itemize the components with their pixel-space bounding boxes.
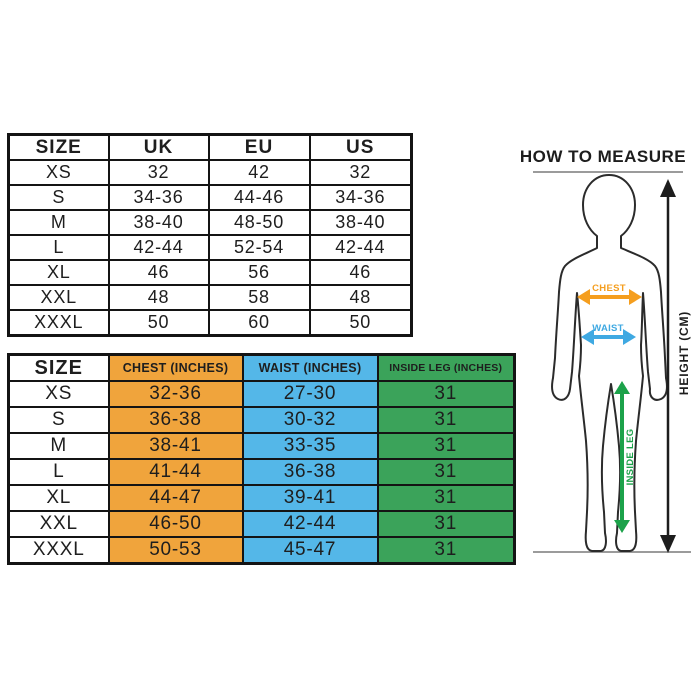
size-cell: S bbox=[7, 406, 110, 434]
size-cell: XL bbox=[7, 259, 110, 286]
waist-cell: 27-30 bbox=[241, 380, 379, 408]
inside-leg-cell: 31 bbox=[376, 536, 516, 565]
uk-cell: 50 bbox=[107, 309, 210, 337]
waist-arrow-icon bbox=[581, 329, 636, 345]
table-row: XL 46 56 46 bbox=[7, 259, 413, 286]
chest-arrow-icon bbox=[577, 289, 642, 305]
chest-label: CHEST bbox=[592, 283, 626, 294]
us-cell: 34-36 bbox=[308, 184, 413, 211]
eu-cell: 60 bbox=[207, 309, 311, 337]
height-arrow-icon bbox=[660, 179, 676, 553]
table-row: M 38-41 33-35 31 bbox=[7, 432, 516, 460]
measurements-table: SIZE CHEST (INCHES) WAIST (INCHES) INSID… bbox=[7, 353, 516, 565]
eu-cell: 52-54 bbox=[207, 234, 311, 261]
table-header-row: SIZE CHEST (INCHES) WAIST (INCHES) INSID… bbox=[7, 353, 516, 382]
table-row: S 36-38 30-32 31 bbox=[7, 406, 516, 434]
table-row: XXXL 50-53 45-47 31 bbox=[7, 536, 516, 565]
waist-cell: 36-38 bbox=[241, 458, 379, 486]
column-header-eu: EU bbox=[207, 133, 311, 161]
size-cell: XL bbox=[7, 484, 110, 512]
inside-leg-arrow-icon bbox=[614, 381, 630, 533]
column-header-us: US bbox=[308, 133, 413, 161]
column-header-uk: UK bbox=[107, 133, 210, 161]
body-silhouette bbox=[551, 174, 668, 552]
inside-leg-cell: 31 bbox=[376, 458, 516, 486]
size-cell: XXXL bbox=[7, 309, 110, 337]
waist-cell: 45-47 bbox=[241, 536, 379, 565]
size-cell: M bbox=[7, 209, 110, 236]
column-header-inside-leg: INSIDE LEG (INCHES) bbox=[376, 353, 516, 382]
size-cell: XXL bbox=[7, 284, 110, 311]
inside-leg-cell: 31 bbox=[376, 406, 516, 434]
eu-cell: 56 bbox=[207, 259, 311, 286]
measure-diagram: CHEST WAIST INSIDE LEG HEIGHT (CM) bbox=[533, 174, 691, 553]
waist-label: WAIST bbox=[592, 323, 624, 334]
size-cell: XXXL bbox=[7, 536, 110, 565]
size-cell: XXL bbox=[7, 510, 110, 538]
inside-leg-cell: 31 bbox=[376, 432, 516, 460]
size-cell: L bbox=[7, 458, 110, 486]
us-cell: 46 bbox=[308, 259, 413, 286]
waist-cell: 42-44 bbox=[241, 510, 379, 538]
uk-cell: 42-44 bbox=[107, 234, 210, 261]
chest-cell: 44-47 bbox=[107, 484, 244, 512]
inside-leg-cell: 31 bbox=[376, 380, 516, 408]
column-header-chest: CHEST (INCHES) bbox=[107, 353, 244, 382]
column-header-size: SIZE bbox=[7, 353, 110, 382]
title-underline bbox=[533, 171, 683, 173]
table-row: XXXL 50 60 50 bbox=[7, 309, 413, 337]
table-header-row: SIZE UK EU US bbox=[7, 133, 413, 161]
waist-cell: 33-35 bbox=[241, 432, 379, 460]
chest-cell: 32-36 bbox=[107, 380, 244, 408]
eu-cell: 48-50 bbox=[207, 209, 311, 236]
table-row: XS 32 42 32 bbox=[7, 159, 413, 186]
size-cell: S bbox=[7, 184, 110, 211]
how-to-measure-title: HOW TO MEASURE bbox=[519, 147, 687, 166]
uk-cell: 46 bbox=[107, 259, 210, 286]
chest-cell: 41-44 bbox=[107, 458, 244, 486]
chest-cell: 38-41 bbox=[107, 432, 244, 460]
us-cell: 38-40 bbox=[308, 209, 413, 236]
column-header-waist: WAIST (INCHES) bbox=[241, 353, 379, 382]
waist-cell: 39-41 bbox=[241, 484, 379, 512]
table-row: XXL 48 58 48 bbox=[7, 284, 413, 311]
waist-cell: 30-32 bbox=[241, 406, 379, 434]
us-cell: 50 bbox=[308, 309, 413, 337]
table-row: L 42-44 52-54 42-44 bbox=[7, 234, 413, 261]
size-cell: XS bbox=[7, 159, 110, 186]
height-label: HEIGHT (CM) bbox=[677, 311, 691, 395]
inside-leg-label: INSIDE LEG bbox=[625, 429, 636, 486]
chest-cell: 46-50 bbox=[107, 510, 244, 538]
us-cell: 48 bbox=[308, 284, 413, 311]
table-row: XS 32-36 27-30 31 bbox=[7, 380, 516, 408]
table-row: XL 44-47 39-41 31 bbox=[7, 484, 516, 512]
size-cell: M bbox=[7, 432, 110, 460]
uk-cell: 48 bbox=[107, 284, 210, 311]
us-cell: 32 bbox=[308, 159, 413, 186]
column-header-size: SIZE bbox=[7, 133, 110, 161]
size-conversion-table: SIZE UK EU US XS 32 42 32 S 34-36 44-46 … bbox=[7, 133, 413, 337]
inside-leg-cell: 31 bbox=[376, 510, 516, 538]
size-cell: XS bbox=[7, 380, 110, 408]
eu-cell: 42 bbox=[207, 159, 311, 186]
size-cell: L bbox=[7, 234, 110, 261]
eu-cell: 58 bbox=[207, 284, 311, 311]
table-row: L 41-44 36-38 31 bbox=[7, 458, 516, 486]
table-row: XXL 46-50 42-44 31 bbox=[7, 510, 516, 538]
uk-cell: 34-36 bbox=[107, 184, 210, 211]
us-cell: 42-44 bbox=[308, 234, 413, 261]
table-row: S 34-36 44-46 34-36 bbox=[7, 184, 413, 211]
uk-cell: 38-40 bbox=[107, 209, 210, 236]
uk-cell: 32 bbox=[107, 159, 210, 186]
table-row: M 38-40 48-50 38-40 bbox=[7, 209, 413, 236]
inside-leg-cell: 31 bbox=[376, 484, 516, 512]
eu-cell: 44-46 bbox=[207, 184, 311, 211]
chest-cell: 50-53 bbox=[107, 536, 244, 565]
chest-cell: 36-38 bbox=[107, 406, 244, 434]
